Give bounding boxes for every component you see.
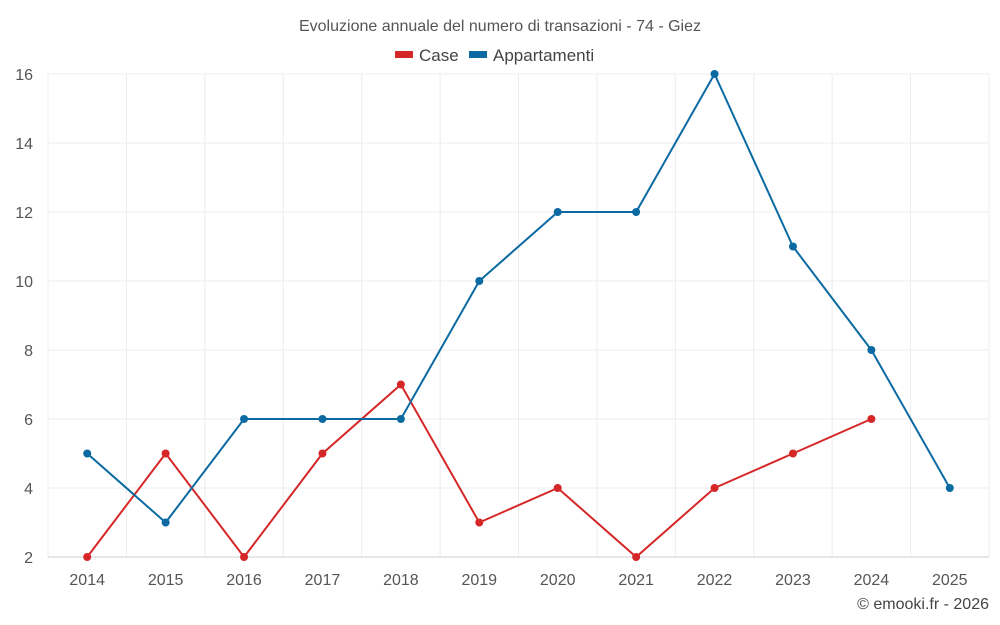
data-point-appartamenti[interactable] <box>553 208 562 216</box>
data-point-appartamenti[interactable] <box>161 518 170 527</box>
x-tick-label: 2023 <box>775 572 811 589</box>
legend-label-case: Case <box>419 46 459 65</box>
data-point-appartamenti[interactable] <box>945 484 954 492</box>
x-tick-label: 2018 <box>383 572 419 589</box>
credit-text: © emooki.fr - 2026 <box>857 596 989 613</box>
y-tick-label: 12 <box>15 205 33 222</box>
data-point-appartamenti[interactable] <box>396 415 405 423</box>
data-point-case[interactable] <box>396 380 405 389</box>
legend-swatch-appartamenti <box>469 51 487 58</box>
series-line-appartamenti <box>86 73 951 524</box>
data-point-appartamenti[interactable] <box>475 277 484 285</box>
data-point-case[interactable] <box>867 415 876 423</box>
y-tick-label: 2 <box>24 550 33 567</box>
y-tick-label: 16 <box>15 67 33 84</box>
grid <box>47 73 990 558</box>
series-layer <box>83 70 954 561</box>
x-tick-label: 2020 <box>540 572 576 589</box>
y-tick-label: 4 <box>24 481 33 498</box>
x-tick-label: 2021 <box>618 572 654 589</box>
data-point-case[interactable] <box>318 449 327 458</box>
x-tick-label: 2016 <box>226 572 262 589</box>
x-tick-label: 2024 <box>854 572 890 589</box>
y-tick-label: 8 <box>24 343 33 360</box>
data-point-appartamenti[interactable] <box>710 70 719 78</box>
data-point-case[interactable] <box>83 553 92 561</box>
data-point-case[interactable] <box>161 449 170 458</box>
data-point-case[interactable] <box>553 484 562 492</box>
data-point-appartamenti[interactable] <box>83 449 92 458</box>
y-tick-label: 10 <box>15 274 33 291</box>
data-point-appartamenti[interactable] <box>867 346 876 354</box>
x-tick-label: 2022 <box>697 572 733 589</box>
x-tick-label: 2014 <box>69 572 105 589</box>
x-tick-label: 2019 <box>461 572 497 589</box>
data-point-appartamenti[interactable] <box>788 242 797 251</box>
y-tick-label: 6 <box>24 412 33 429</box>
data-point-appartamenti[interactable] <box>240 415 249 423</box>
legend-swatch-case <box>395 51 413 58</box>
data-point-case[interactable] <box>632 553 641 561</box>
data-point-case[interactable] <box>475 518 484 527</box>
data-point-case[interactable] <box>788 449 797 458</box>
chart-title: Evoluzione annuale del numero di transaz… <box>299 18 701 35</box>
data-point-appartamenti[interactable] <box>318 415 327 423</box>
axes: 2 4 6 8 10 12 14 16 2014 2015 2016 2017 2018 2019 2020… <box>15 67 989 589</box>
x-tick-label: 2017 <box>305 572 341 589</box>
y-tick-label: 14 <box>15 136 33 153</box>
data-point-case[interactable] <box>240 553 249 561</box>
legend-label-appartamenti: Appartamenti <box>493 46 594 65</box>
legend: Case Appartamenti <box>395 46 594 65</box>
x-tick-label: 2015 <box>148 572 184 589</box>
data-point-case[interactable] <box>710 484 719 492</box>
x-tick-label: 2025 <box>932 572 968 589</box>
data-point-appartamenti[interactable] <box>632 208 641 216</box>
